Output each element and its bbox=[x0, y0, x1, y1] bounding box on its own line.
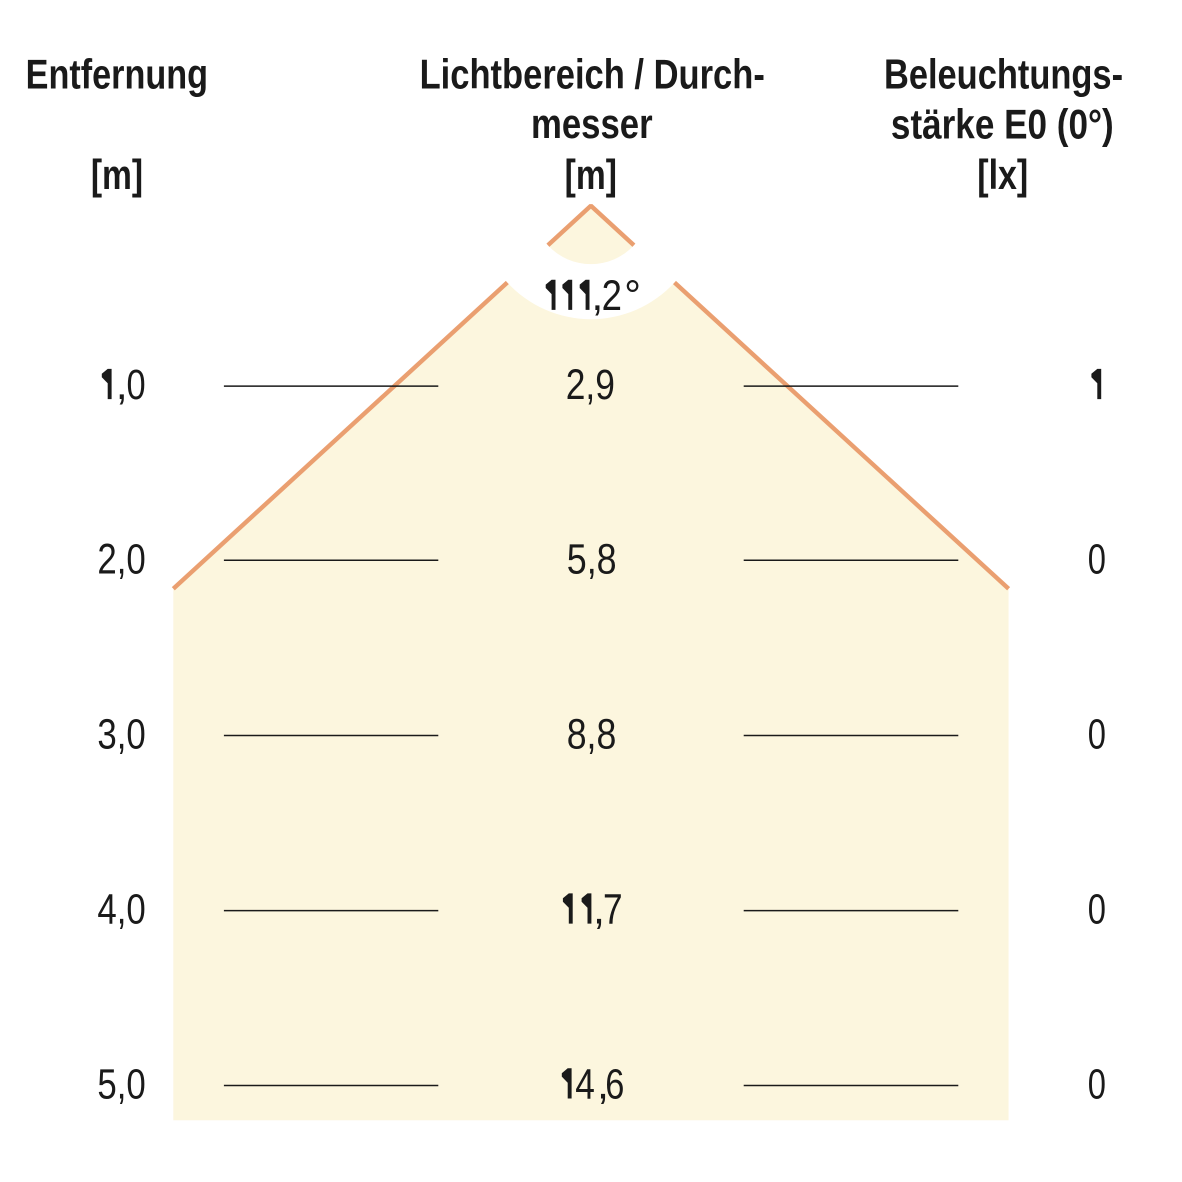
svg-text:5,0: 5,0 bbox=[97, 1061, 145, 1108]
svg-text:3,0: 3,0 bbox=[97, 711, 145, 758]
svg-text:°: ° bbox=[624, 271, 641, 319]
svg-text:4: 4 bbox=[575, 1060, 595, 1108]
svg-text:4,0: 4,0 bbox=[97, 886, 145, 933]
svg-text:,: , bbox=[591, 272, 603, 320]
svg-text:Entfernung: Entfernung bbox=[26, 51, 208, 98]
svg-text:0: 0 bbox=[1088, 885, 1106, 933]
svg-text:2,0: 2,0 bbox=[97, 536, 145, 583]
svg-text:Lichtbereich / Durch-: Lichtbereich / Durch- bbox=[420, 51, 765, 98]
svg-text:[m]: [m] bbox=[91, 152, 143, 198]
svg-text:7: 7 bbox=[603, 885, 623, 933]
svg-text:,: , bbox=[597, 1061, 609, 1109]
svg-text:,: , bbox=[116, 361, 128, 409]
svg-text:6: 6 bbox=[605, 1061, 624, 1108]
svg-text:messer: messer bbox=[531, 101, 653, 148]
svg-text:0: 0 bbox=[1088, 535, 1106, 583]
svg-text:Beleuchtungs-: Beleuchtungs- bbox=[884, 51, 1123, 98]
svg-text:0: 0 bbox=[1088, 710, 1106, 758]
svg-text:stärke E0 (0°): stärke E0 (0°) bbox=[891, 101, 1114, 148]
svg-text:0: 0 bbox=[127, 362, 146, 409]
svg-text:2,9: 2,9 bbox=[566, 361, 615, 409]
svg-text:[lx]: [lx] bbox=[977, 151, 1028, 198]
svg-text:2: 2 bbox=[602, 272, 622, 319]
svg-text:,: , bbox=[593, 886, 605, 934]
svg-text:[m]: [m] bbox=[565, 152, 617, 198]
svg-text:0: 0 bbox=[1088, 1060, 1106, 1108]
svg-text:8,8: 8,8 bbox=[567, 710, 617, 758]
svg-text:5,8: 5,8 bbox=[567, 535, 617, 583]
